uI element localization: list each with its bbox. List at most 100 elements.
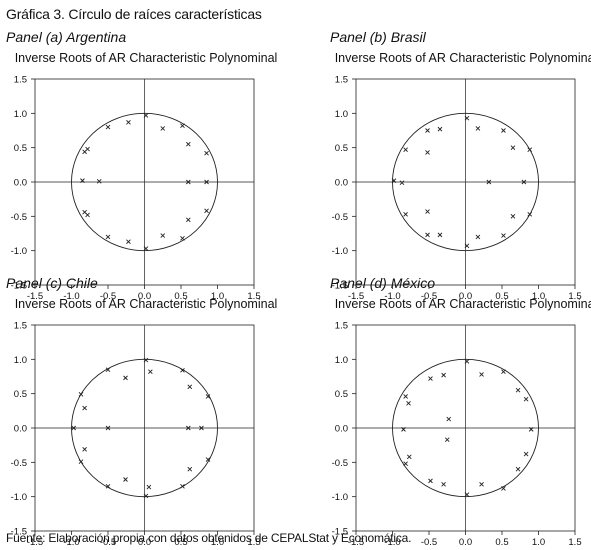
root-point-stroke [401,427,406,432]
root-point [441,372,446,378]
x-tick-label: 0.5 [174,291,187,302]
root-point-stroke [441,372,446,378]
x-tick-label: 0.5 [495,291,508,302]
x-tick-label: 0.5 [174,537,187,548]
root-point [437,126,443,132]
y-tick-label: 1.5 [14,75,27,86]
root-point [180,484,185,489]
root-point-stroke [441,481,446,487]
root-point [391,178,397,183]
y-tick-label: -1.5 [11,281,27,292]
root-point-stroke [523,396,529,402]
x-tick-label: 1.0 [532,291,545,302]
root-point [199,425,204,431]
root-point-stroke [199,425,204,431]
root-point [123,477,128,482]
unit-circle [71,358,218,498]
root-point-stroke [399,180,405,186]
root-point [403,211,408,217]
x-tick-label: 1.5 [247,291,260,302]
x-tick-label: 0.0 [459,291,472,302]
root-point-stroke [479,481,484,487]
root-point-stroke [126,239,131,245]
x-tick-label: -0.5 [421,291,437,302]
root-point-stroke [425,150,430,155]
root-point-stroke [406,400,411,406]
panel-label-brasil: Panel (b) Brasil [330,29,426,45]
root-point [204,208,209,214]
root-point-stroke [180,368,185,373]
root-point-stroke [143,246,149,251]
root-point [523,396,529,402]
y-tick-label: -1.5 [11,527,27,538]
y-tick-label: 0.0 [14,424,27,435]
root-point [180,235,185,241]
y-tick-label: 1.0 [14,355,27,366]
y-tick-label: 1.5 [335,75,348,86]
root-point [501,233,506,238]
root-point-stroke [479,372,484,377]
root-point [126,119,131,125]
x-tick-label: 0.0 [459,537,472,548]
chart-title: Inverse Roots of AR Characteristic Polyn… [15,297,278,311]
y-tick-label: 0.0 [14,178,27,189]
root-point-stroke [428,376,433,381]
root-point [515,466,521,472]
root-point-stroke [403,461,408,467]
root-point-stroke [510,214,516,219]
root-point-stroke [521,179,527,185]
root-point-stroke [425,232,430,238]
root-point-stroke [82,405,87,411]
y-tick-label: -1.0 [332,492,348,503]
root-point-stroke [187,384,193,390]
x-tick-label: -1.5 [348,537,364,548]
root-point [437,232,443,238]
root-point-stroke [205,394,211,399]
root-point-stroke [78,392,84,397]
root-point [205,457,211,462]
root-point [148,369,153,375]
root-point-stroke [501,486,506,491]
root-point-stroke [403,394,408,399]
root-point-stroke [444,437,450,442]
y-tick-label: 0.0 [335,424,348,435]
root-point-stroke [523,451,529,457]
root-point [143,246,149,251]
y-tick-label: 0.0 [335,178,348,189]
root-point-stroke [185,425,191,431]
root-point-stroke [446,416,452,422]
root-point-stroke [180,235,185,241]
root-point [85,212,90,218]
root-point-stroke [105,484,111,489]
root-point [475,126,481,131]
root-point-stroke [403,211,408,217]
root-point-stroke [510,145,516,150]
root-point [510,145,516,150]
root-point-stroke [501,128,506,133]
x-tick-label: 1.0 [532,537,545,548]
root-point-stroke [437,126,443,132]
root-point-stroke [160,126,166,131]
root-point [441,481,446,487]
root-point-stroke [148,369,153,375]
y-tick-label: -1.5 [332,527,348,538]
root-point-stroke [204,150,209,156]
root-point [126,239,131,245]
root-point-stroke [105,234,111,240]
x-tick-label: -0.5 [100,291,116,302]
root-point-stroke [204,208,209,214]
root-point [464,359,470,364]
root-point [464,492,470,497]
y-tick-label: 0.5 [14,389,27,400]
y-tick-label: -1.0 [332,246,348,257]
root-point [475,234,481,240]
root-point [105,124,111,130]
x-tick-label: -1.0 [63,291,79,302]
y-tick-label: 0.5 [14,143,27,154]
chart-title: Inverse Roots of AR Characteristic Polyn… [335,297,591,311]
root-point-stroke [143,357,149,363]
root-point [204,179,209,185]
root-point [82,149,87,155]
root-point [143,113,149,118]
